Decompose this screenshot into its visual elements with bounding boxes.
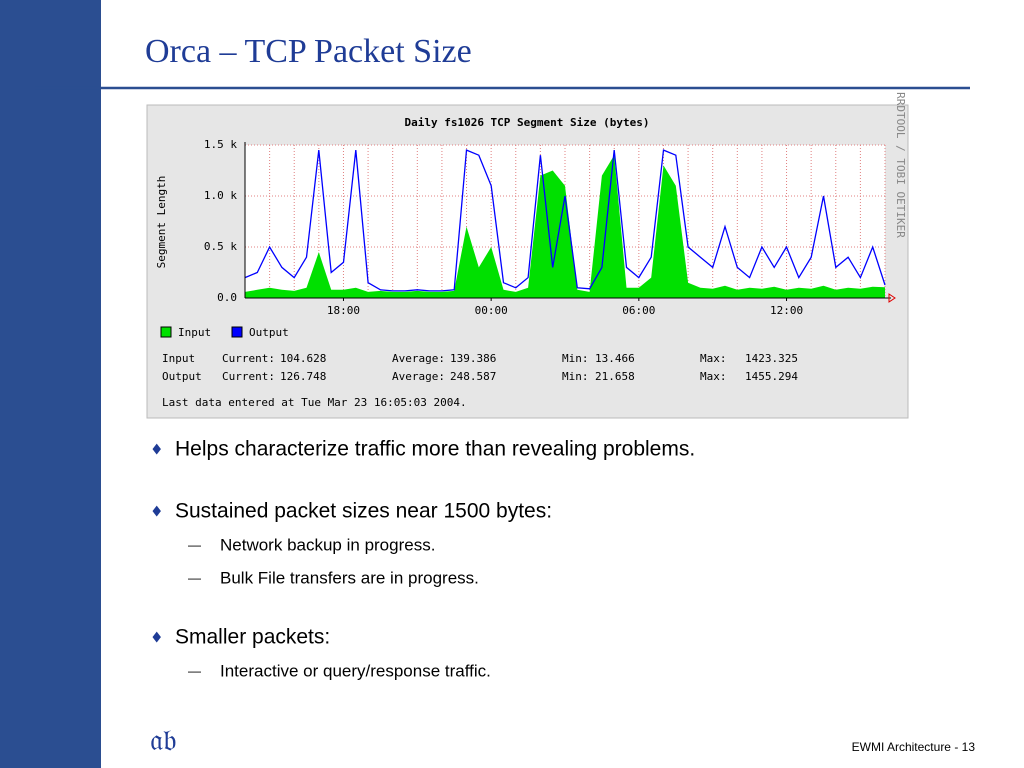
stats-cell: Output [162, 370, 202, 383]
stats-cell: 248.587 [450, 370, 496, 383]
bullet-marker: ♦ [150, 441, 163, 459]
y-tick-label: 1.5 k [204, 138, 237, 151]
stats-cell: Max: [700, 370, 727, 383]
sub-bullet-text: Interactive or query/response traffic. [220, 661, 491, 680]
stats-cell: Current: [222, 370, 275, 383]
y-tick-label: 0.5 k [204, 240, 237, 253]
output-line [244, 149, 886, 292]
sub-bullet-marker: — [188, 570, 201, 585]
stats-cell: 139.386 [450, 352, 496, 365]
stats-cell: 1455.294 [745, 370, 798, 383]
sub-bullet-marker: — [188, 663, 201, 678]
bullet-text: Helps characterize traffic more than rev… [175, 438, 695, 461]
stats-cell: Min: [562, 352, 589, 365]
bullets: ♦ Helps characterize traffic more than re… [150, 438, 695, 681]
x-tick-label: 18:00 [327, 304, 360, 317]
legend-label: Input [178, 326, 211, 339]
bullet-marker: ♦ [150, 503, 163, 521]
stats-cell: 1423.325 [745, 352, 798, 365]
footer: EWMI Architecture - 13 [852, 740, 976, 754]
sub-bullet-marker: — [188, 537, 201, 552]
y-tick-label: 1.0 k [204, 189, 237, 202]
x-tick-label: 12:00 [770, 304, 803, 317]
stats-cell: Average: [392, 352, 445, 365]
stats-cell: 104.628 [280, 352, 326, 365]
legend-swatch [231, 326, 243, 338]
legend-label: Output [249, 326, 289, 339]
sub-bullet-text: Bulk File transfers are in progress. [220, 568, 479, 587]
stats-cell: 21.658 [595, 370, 635, 383]
x-tick-label: 06:00 [622, 304, 655, 317]
stats-cell: Average: [392, 370, 445, 383]
y-tick-label: 0.0 [217, 291, 237, 304]
logo: 𝔞𝔟 [150, 723, 177, 758]
y-axis-label: Segment Length [155, 176, 168, 269]
axis-arrow [888, 293, 896, 303]
bullet-marker: ♦ [150, 629, 163, 647]
legend-swatch [160, 326, 172, 338]
bullet-text: Sustained packet sizes near 1500 bytes: [175, 500, 552, 523]
slide-title: Orca – TCP Packet Size [145, 33, 472, 70]
input-area [245, 155, 885, 298]
side-label: RRDTOOL / TOBI OETIKER [894, 92, 907, 238]
stats-cell: Current: [222, 352, 275, 365]
stats-cell: 13.466 [595, 352, 635, 365]
sub-bullet-text: Network backup in progress. [220, 535, 435, 554]
chart-title: Daily fs1026 TCP Segment Size (bytes) [404, 116, 649, 129]
stats-cell: Max: [700, 352, 727, 365]
side-bar [0, 0, 101, 768]
bullet-text: Smaller packets: [175, 626, 330, 649]
x-tick-label: 00:00 [475, 304, 508, 317]
chart: 18:00 00:00 06:00 12:00 0.0 0.5 k 1.0 k 1.5 k In… [160, 138, 896, 409]
stats-cell: Input [162, 352, 195, 365]
stats-cell: 126.748 [280, 370, 326, 383]
chart-footnote: Last data entered at Tue Mar 23 16:05:03… [162, 396, 467, 409]
stats-cell: Min: [562, 370, 589, 383]
